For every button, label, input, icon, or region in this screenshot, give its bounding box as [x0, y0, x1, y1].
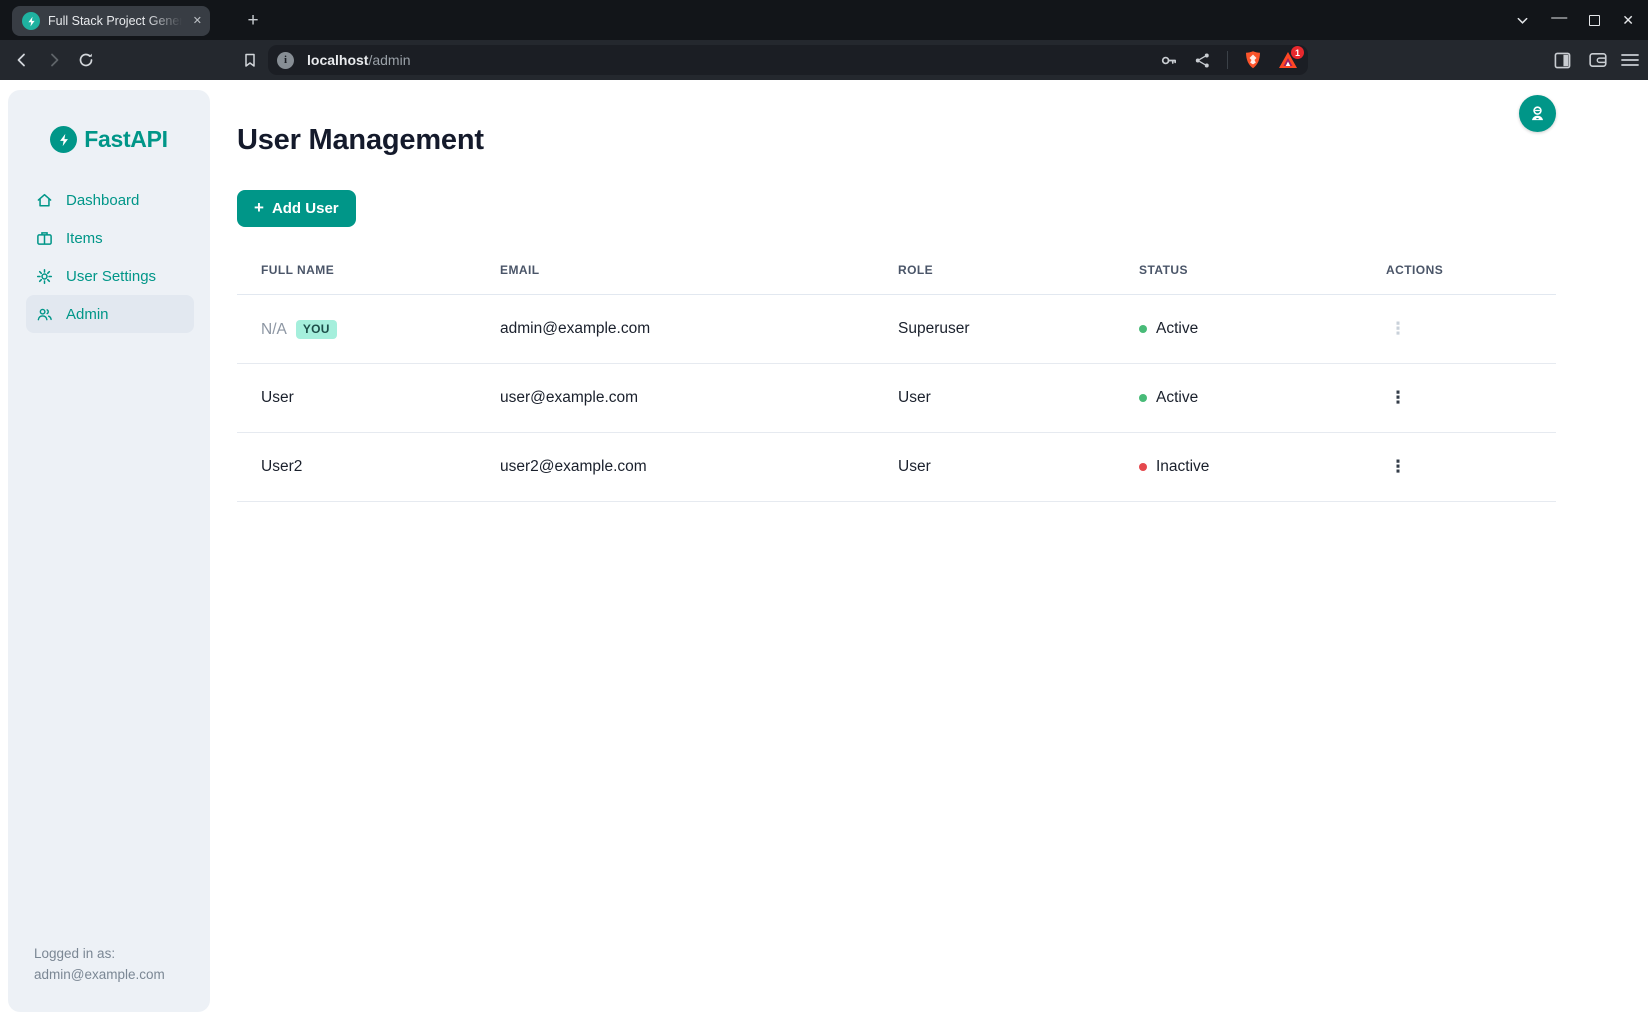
status-dot	[1139, 325, 1147, 333]
sidebar-item-label: Items	[66, 229, 103, 247]
minimize-icon[interactable]: —	[1551, 9, 1568, 26]
main-content: User Management + Add User Full Name Ema…	[237, 80, 1648, 1025]
wallet-icon[interactable]	[1586, 48, 1610, 72]
tab-strip: Full Stack Project Genera ✕ + — ✕	[0, 0, 1648, 40]
table-row: N/A YOU admin@example.com Superuser Activ…	[237, 295, 1556, 364]
cell-email: admin@example.com	[500, 320, 651, 337]
cell-full-name: User	[261, 389, 294, 406]
logged-in-email: admin@example.com	[34, 967, 165, 983]
header-actions: Actions	[1386, 263, 1444, 277]
browser-tab[interactable]: Full Stack Project Genera ✕	[12, 6, 210, 36]
fastapi-favicon-icon	[22, 12, 40, 30]
sidebar-item-label: Admin	[66, 305, 109, 323]
url-text: localhost/admin	[307, 52, 1159, 68]
brave-shield-icon[interactable]	[1244, 50, 1262, 70]
add-user-label: Add User	[271, 200, 339, 217]
users-table: Full Name Email Role Status Actions N/A Y…	[237, 246, 1556, 502]
sidebar-item-dashboard[interactable]: Dashboard	[26, 181, 194, 219]
brave-rewards-icon[interactable]: 1	[1278, 46, 1304, 69]
share-icon[interactable]	[1194, 52, 1211, 69]
logo: FastAPI	[8, 126, 210, 153]
header-role: Role	[898, 263, 934, 277]
plus-icon: +	[254, 197, 264, 217]
header-full-name: Full Name	[261, 263, 335, 277]
tab-search-icon[interactable]	[1516, 14, 1529, 27]
fastapi-logo-icon	[50, 126, 78, 153]
tab-close-icon[interactable]: ✕	[192, 14, 202, 27]
cell-role: User	[898, 458, 931, 475]
cell-role: User	[898, 389, 931, 406]
status-dot	[1139, 394, 1147, 402]
sidebar-item-label: Dashboard	[66, 191, 140, 209]
rewards-badge: 1	[1291, 46, 1304, 59]
briefcase-icon	[36, 230, 53, 247]
divider	[1227, 51, 1228, 69]
logged-in-label: Logged in as:	[34, 945, 116, 961]
you-badge: YOU	[295, 319, 337, 339]
logo-text: FastAPI	[84, 126, 168, 152]
sidebar-item-items[interactable]: Items	[26, 219, 194, 257]
new-tab-button[interactable]: +	[247, 10, 259, 31]
password-key-icon[interactable]	[1159, 51, 1178, 70]
logged-in-info: Logged in as: admin@example.com	[8, 943, 210, 1012]
url-path: /admin	[368, 52, 411, 68]
cell-full-name: N/A YOU	[237, 319, 500, 339]
status-dot	[1139, 463, 1147, 471]
cell-actions: ⋮	[1372, 386, 1556, 410]
cell-role: Superuser	[898, 320, 970, 337]
row-actions-menu-icon: ⋮	[1389, 319, 1407, 338]
bookmark-icon[interactable]	[238, 48, 262, 72]
address-bar[interactable]: i localhost/admin 1	[268, 45, 1308, 75]
sidebar-nav: Dashboard Items User Settings Admin	[8, 181, 210, 333]
tab-title: Full Stack Project Genera	[48, 14, 185, 28]
cell-actions: ⋮	[1372, 455, 1556, 479]
home-icon	[36, 192, 53, 209]
row-actions-menu-icon[interactable]: ⋮	[1389, 457, 1407, 476]
header-email: Email	[500, 263, 540, 277]
forward-icon[interactable]	[42, 48, 66, 72]
maximize-icon[interactable]	[1589, 14, 1601, 26]
cell-actions: ⋮	[1372, 317, 1556, 341]
table-row: User2 user2@example.com User Inactive ⋮	[237, 433, 1556, 502]
cell-status: Inactive	[1139, 458, 1372, 476]
page: FastAPI Dashboard Items User Settings	[0, 80, 1648, 1025]
sidebar-item-user-settings[interactable]: User Settings	[26, 257, 194, 295]
back-icon[interactable]	[10, 48, 34, 72]
header-status: Status	[1139, 263, 1188, 277]
row-actions-menu-icon[interactable]: ⋮	[1389, 388, 1407, 407]
site-info-icon[interactable]: i	[277, 51, 294, 69]
cell-status: Active	[1139, 320, 1372, 338]
add-user-button[interactable]: + Add User	[237, 190, 356, 227]
user-menu-button[interactable]	[1519, 95, 1556, 132]
cell-email: user2@example.com	[500, 458, 647, 475]
sidebar: FastAPI Dashboard Items User Settings	[8, 90, 210, 1012]
user-avatar-icon	[1528, 104, 1547, 123]
users-icon	[36, 306, 53, 323]
sidebar-panel-icon[interactable]	[1550, 48, 1574, 72]
cell-full-name: User2	[261, 458, 303, 475]
table-row: User user@example.com User Active ⋮	[237, 364, 1556, 433]
window-close-icon[interactable]: ✕	[1622, 12, 1634, 28]
sidebar-item-admin[interactable]: Admin	[26, 295, 194, 333]
window-controls: — ✕	[1516, 0, 1634, 40]
reload-icon[interactable]	[74, 48, 98, 72]
gear-icon	[36, 268, 53, 285]
sidebar-item-label: User Settings	[66, 267, 157, 285]
browser-toolbar: i localhost/admin 1	[0, 40, 1648, 80]
url-host: localhost	[307, 52, 369, 68]
page-title: User Management	[237, 124, 484, 156]
cell-email: user@example.com	[500, 389, 639, 406]
menu-hamburger-icon[interactable]	[1618, 48, 1642, 72]
table-header: Full Name Email Role Status Actions	[237, 246, 1556, 295]
cell-status: Active	[1139, 389, 1372, 407]
